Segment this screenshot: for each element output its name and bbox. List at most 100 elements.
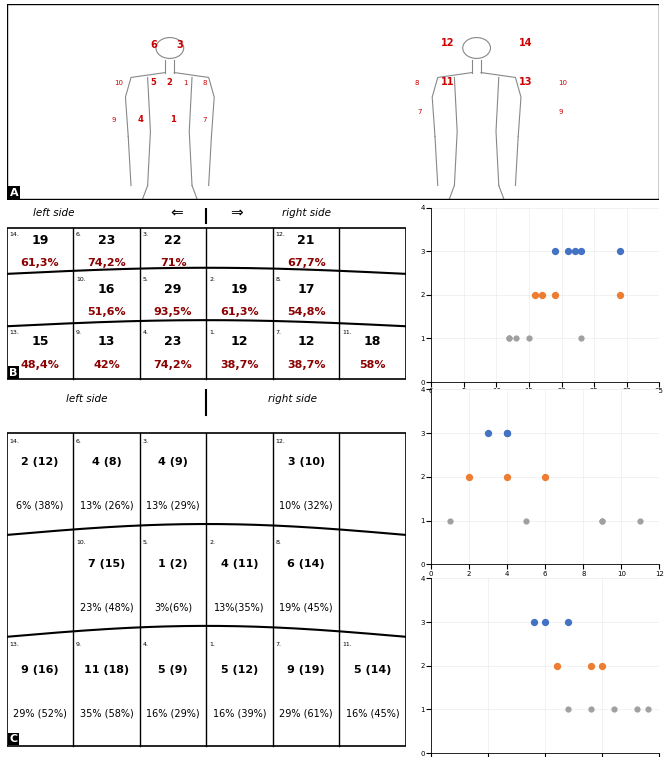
Legend: upper areas, medium areas, lower areas: upper areas, medium areas, lower areas bbox=[470, 408, 621, 418]
Text: 10: 10 bbox=[115, 79, 123, 86]
Point bbox=[464, 471, 474, 483]
Point bbox=[563, 616, 573, 628]
Text: 38,7%: 38,7% bbox=[220, 360, 259, 369]
Text: 4.: 4. bbox=[143, 642, 149, 647]
Point bbox=[511, 332, 521, 344]
Point bbox=[631, 703, 642, 715]
Text: 23: 23 bbox=[98, 234, 115, 248]
Point bbox=[504, 332, 515, 344]
Text: 13% (29%): 13% (29%) bbox=[147, 501, 200, 511]
Point bbox=[529, 616, 539, 628]
Text: left side: left side bbox=[33, 207, 74, 218]
Text: 48,4%: 48,4% bbox=[21, 360, 59, 369]
Text: 23% (48%): 23% (48%) bbox=[80, 603, 133, 612]
Point bbox=[597, 515, 607, 527]
Text: 13.: 13. bbox=[9, 642, 19, 647]
Text: 29% (52%): 29% (52%) bbox=[13, 709, 67, 718]
Point bbox=[615, 288, 625, 301]
Text: 2 (12): 2 (12) bbox=[21, 457, 59, 467]
Text: 6: 6 bbox=[150, 40, 157, 50]
Text: 6 (14): 6 (14) bbox=[287, 559, 325, 569]
Point bbox=[563, 245, 573, 257]
Point bbox=[540, 616, 551, 628]
Text: 6.: 6. bbox=[76, 438, 82, 444]
Point bbox=[445, 515, 456, 527]
Text: right side: right side bbox=[268, 394, 318, 403]
Text: 9.: 9. bbox=[76, 330, 82, 335]
Text: 4 (9): 4 (9) bbox=[158, 457, 188, 467]
Point bbox=[569, 245, 580, 257]
Point bbox=[576, 332, 587, 344]
Point bbox=[615, 245, 625, 257]
Text: 74,2%: 74,2% bbox=[87, 258, 126, 269]
Text: 11 (18): 11 (18) bbox=[84, 665, 129, 674]
Text: 19: 19 bbox=[31, 234, 49, 248]
Text: 3.: 3. bbox=[143, 438, 149, 444]
Text: 2: 2 bbox=[166, 78, 172, 87]
Text: 19: 19 bbox=[231, 283, 248, 296]
Text: 11.: 11. bbox=[342, 642, 352, 647]
Text: 9: 9 bbox=[558, 109, 563, 115]
Text: 71%: 71% bbox=[160, 258, 186, 269]
Text: 2.: 2. bbox=[209, 277, 215, 282]
Text: 4 (8): 4 (8) bbox=[92, 457, 121, 467]
Text: 23: 23 bbox=[165, 335, 182, 348]
Text: ⇒: ⇒ bbox=[230, 205, 242, 220]
Text: A: A bbox=[10, 188, 19, 198]
Text: 8: 8 bbox=[415, 79, 419, 86]
Text: 38,7%: 38,7% bbox=[287, 360, 326, 369]
Text: 74,2%: 74,2% bbox=[154, 360, 192, 369]
Text: 1: 1 bbox=[183, 79, 187, 86]
Point bbox=[597, 659, 607, 671]
Bar bbox=[7, 433, 406, 746]
Point bbox=[523, 332, 534, 344]
Point bbox=[540, 471, 551, 483]
Text: 16% (45%): 16% (45%) bbox=[346, 709, 400, 718]
Text: 7 (15): 7 (15) bbox=[88, 559, 125, 569]
Text: 3 (10): 3 (10) bbox=[288, 457, 325, 467]
Text: 13% (26%): 13% (26%) bbox=[80, 501, 133, 511]
Text: 1.: 1. bbox=[209, 330, 215, 335]
Text: 13%(35%): 13%(35%) bbox=[214, 603, 265, 612]
Text: 13.: 13. bbox=[9, 330, 19, 335]
Text: 12: 12 bbox=[441, 38, 454, 48]
Text: 15: 15 bbox=[31, 335, 49, 348]
Text: 8.: 8. bbox=[276, 540, 282, 545]
Text: 13: 13 bbox=[519, 76, 533, 87]
Text: B: B bbox=[9, 368, 18, 378]
Text: 12: 12 bbox=[298, 335, 315, 348]
Text: 5: 5 bbox=[151, 78, 156, 87]
Point bbox=[549, 288, 560, 301]
Text: 3.: 3. bbox=[143, 232, 149, 237]
Text: right side: right side bbox=[282, 207, 331, 218]
Point bbox=[521, 515, 531, 527]
Text: 93,5%: 93,5% bbox=[154, 307, 192, 317]
Point bbox=[585, 703, 596, 715]
Text: 5.: 5. bbox=[143, 277, 149, 282]
Text: ⇐: ⇐ bbox=[170, 205, 182, 220]
Text: 16% (29%): 16% (29%) bbox=[147, 709, 200, 718]
Point bbox=[530, 288, 541, 301]
Point bbox=[504, 332, 515, 344]
Text: 12.: 12. bbox=[276, 438, 286, 444]
Text: 7: 7 bbox=[202, 117, 207, 123]
Text: 3%(6%): 3%(6%) bbox=[154, 603, 192, 612]
Point bbox=[549, 245, 560, 257]
Point bbox=[502, 427, 513, 439]
Point bbox=[502, 471, 513, 483]
Text: 42%: 42% bbox=[93, 360, 120, 369]
Text: 3: 3 bbox=[176, 40, 183, 50]
Text: 61,3%: 61,3% bbox=[21, 258, 59, 269]
Text: 14.: 14. bbox=[9, 232, 19, 237]
Text: left side: left side bbox=[66, 394, 107, 403]
Text: 10: 10 bbox=[558, 79, 567, 86]
Text: 10.: 10. bbox=[76, 540, 86, 545]
Text: 51,6%: 51,6% bbox=[87, 307, 126, 317]
Text: 6% (38%): 6% (38%) bbox=[16, 501, 64, 511]
Text: C: C bbox=[9, 734, 17, 744]
Text: 67,7%: 67,7% bbox=[287, 258, 326, 269]
Text: 29% (61%): 29% (61%) bbox=[279, 709, 333, 718]
Point bbox=[576, 245, 587, 257]
Point bbox=[608, 703, 619, 715]
Text: 9 (19): 9 (19) bbox=[287, 665, 325, 674]
